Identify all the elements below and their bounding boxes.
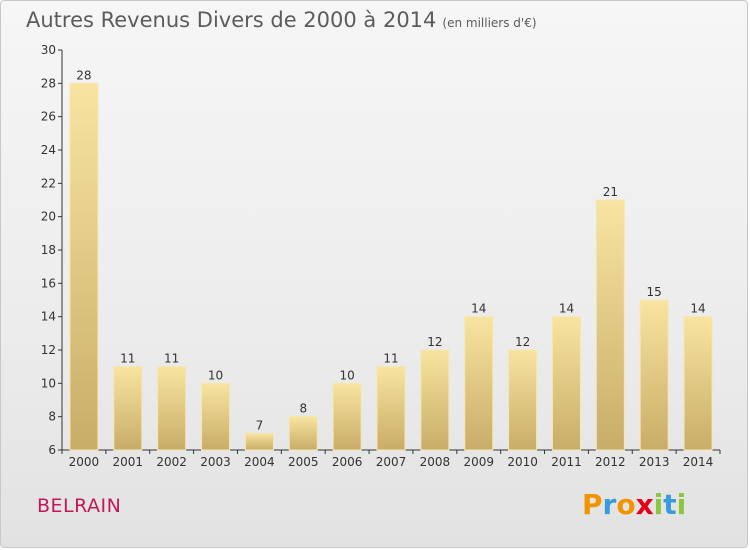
y-tick-label: 10 [41,376,56,390]
y-tick-label: 30 [41,43,56,57]
bar-value-label: 12 [515,335,530,349]
x-tick-label: 2014 [683,455,714,469]
bar-value-label: 28 [76,68,91,82]
bar-value-label: 11 [383,352,398,366]
proxiti-logo: Proxiti [582,488,686,521]
bar-value-label: 15 [647,285,662,299]
logo-letter: r [602,488,617,521]
y-tick-label: 6 [48,443,56,457]
bar [464,316,494,451]
bar [69,82,99,451]
y-axis: 6 8 10 12 14 16 18 20 22 24 26 28 30 [41,43,63,457]
y-tick-label: 12 [41,343,56,357]
bar [595,199,625,451]
x-tick-label: 2006 [332,455,363,469]
bar-value-label: 21 [603,185,618,199]
bar-value-label: 12 [427,335,442,349]
bar [157,366,187,451]
y-tick-label: 8 [48,410,56,424]
bar [420,349,450,451]
x-tick-label: 2001 [113,455,144,469]
y-tick-label: 28 [41,76,56,90]
logo-letter: t [663,488,677,521]
bar-value-label: 11 [164,352,179,366]
chart-title: Autres Revenus Divers de 2000 à 2014 (en … [26,8,537,32]
bar-value-label: 14 [690,302,705,316]
y-tick-label: 20 [41,210,56,224]
x-tick-label: 2004 [244,455,275,469]
logo-letter: i [676,488,687,521]
y-tick-label: 14 [41,310,56,324]
bar [288,416,318,451]
bar [683,316,713,451]
bar [244,432,274,451]
bar-value-label: 7 [256,418,264,432]
x-tick-label: 2013 [639,455,670,469]
logo-letter: x [635,488,654,521]
bar-value-label: 10 [339,368,354,382]
logo-letter: i [653,488,664,521]
bar [551,316,581,451]
location-label: BELRAIN [37,495,122,517]
x-tick-label: 2000 [69,455,100,469]
bar [639,299,669,451]
bar [376,366,406,451]
bar [113,366,143,451]
x-tick-label: 2002 [156,455,187,469]
x-tick-label: 2003 [200,455,231,469]
bar [201,382,231,451]
logo-letter: P [582,488,603,521]
x-tick-label: 2010 [507,455,538,469]
chart-subtitle: (en milliers d'€) [442,16,537,30]
bar-value-label: 14 [471,302,486,316]
bar [508,349,538,451]
bar-value-label: 14 [559,302,574,316]
x-tick-label: 2007 [376,455,407,469]
x-axis: 2000 2001 2002 2003 2004 2005 2006 2007 2008 2009… [61,449,721,469]
bar-value-label: 8 [299,402,307,416]
x-tick-label: 2005 [288,455,319,469]
y-tick-label: 26 [41,110,56,124]
x-tick-label: 2008 [420,455,451,469]
bar-value-label: 11 [120,352,135,366]
bars: 28 11 11 10 7 8 10 11 12 14 12 14 21 15 14 [69,68,713,451]
bar-value-label: 10 [208,368,223,382]
logo-letter: o [616,488,636,521]
y-tick-label: 18 [41,243,56,257]
y-tick-label: 16 [41,276,56,290]
bar [332,382,362,451]
chart-title-text: Autres Revenus Divers de 2000 à 2014 [26,8,437,32]
x-tick-label: 2009 [463,455,494,469]
y-tick-label: 24 [41,143,56,157]
x-tick-label: 2011 [551,455,582,469]
y-tick-label: 22 [41,176,56,190]
x-tick-label: 2012 [595,455,626,469]
